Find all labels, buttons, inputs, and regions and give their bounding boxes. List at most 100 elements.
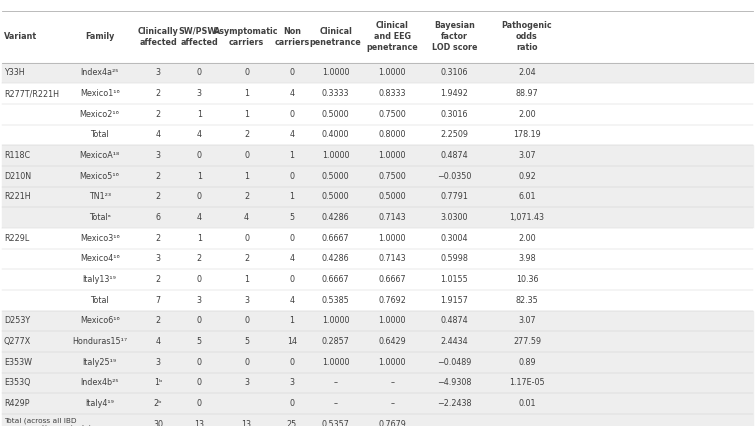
Text: 2.04: 2.04 bbox=[518, 69, 536, 78]
Text: 277.59: 277.59 bbox=[513, 337, 541, 346]
Text: 0: 0 bbox=[197, 399, 202, 408]
Text: Y33H: Y33H bbox=[4, 69, 24, 78]
Text: 4: 4 bbox=[289, 130, 294, 139]
Text: 0.5357: 0.5357 bbox=[322, 420, 350, 426]
Text: Totalᵃ: Totalᵃ bbox=[89, 213, 110, 222]
Bar bbox=[2, 166, 753, 187]
Text: –: – bbox=[334, 399, 337, 408]
Text: Italy4¹⁹: Italy4¹⁹ bbox=[85, 399, 114, 408]
Text: 1.0000: 1.0000 bbox=[378, 358, 406, 367]
Text: 0.2857: 0.2857 bbox=[322, 337, 350, 346]
Text: 3: 3 bbox=[156, 151, 161, 160]
Text: 2: 2 bbox=[156, 89, 161, 98]
Text: 2.00: 2.00 bbox=[518, 234, 536, 243]
Text: 2ᵇ: 2ᵇ bbox=[154, 399, 162, 408]
Text: 4: 4 bbox=[289, 89, 294, 98]
Text: 5: 5 bbox=[197, 337, 202, 346]
Text: 6.01: 6.01 bbox=[518, 193, 536, 201]
Bar bbox=[2, 372, 753, 393]
Text: 2: 2 bbox=[156, 275, 161, 284]
Text: 3: 3 bbox=[289, 378, 294, 387]
Text: 0: 0 bbox=[289, 172, 294, 181]
Text: 1: 1 bbox=[289, 151, 294, 160]
Text: 25: 25 bbox=[287, 420, 297, 426]
Bar bbox=[2, 187, 753, 207]
Text: –: – bbox=[390, 399, 394, 408]
Text: 2: 2 bbox=[244, 193, 249, 201]
Text: 2.4434: 2.4434 bbox=[441, 337, 468, 346]
Bar bbox=[2, 269, 753, 290]
Text: 0: 0 bbox=[289, 234, 294, 243]
Text: 0: 0 bbox=[244, 234, 249, 243]
Text: Total (across all IBD
cosegregating variants): Total (across all IBD cosegregating vari… bbox=[4, 417, 91, 426]
Text: 1: 1 bbox=[244, 89, 249, 98]
Text: 0.7143: 0.7143 bbox=[378, 254, 406, 263]
Text: R118C: R118C bbox=[4, 151, 30, 160]
Text: 1.0000: 1.0000 bbox=[322, 358, 350, 367]
Text: 0: 0 bbox=[289, 358, 294, 367]
Text: Q277X: Q277X bbox=[4, 337, 31, 346]
Text: 4: 4 bbox=[289, 254, 294, 263]
Text: 3.0300: 3.0300 bbox=[441, 213, 468, 222]
Text: 1.0000: 1.0000 bbox=[378, 69, 406, 78]
Text: 0: 0 bbox=[289, 399, 294, 408]
Text: 1: 1 bbox=[197, 172, 202, 181]
Text: 1: 1 bbox=[197, 234, 202, 243]
Bar bbox=[2, 290, 753, 311]
Bar bbox=[2, 83, 753, 104]
Text: Family: Family bbox=[85, 32, 114, 41]
Text: 3: 3 bbox=[244, 378, 249, 387]
Text: 0: 0 bbox=[244, 69, 249, 78]
Text: 4: 4 bbox=[197, 130, 202, 139]
Text: 178.19: 178.19 bbox=[513, 130, 541, 139]
Text: 0.92: 0.92 bbox=[518, 172, 536, 181]
Text: 2.00: 2.00 bbox=[518, 110, 536, 119]
Text: 82.35: 82.35 bbox=[516, 296, 538, 305]
Text: −0.0350: −0.0350 bbox=[437, 172, 472, 181]
Text: 0.6667: 0.6667 bbox=[322, 275, 350, 284]
Bar bbox=[2, 63, 753, 83]
Text: –: – bbox=[390, 378, 394, 387]
Text: 0.6429: 0.6429 bbox=[378, 337, 406, 346]
Text: 0.4874: 0.4874 bbox=[441, 317, 468, 325]
Text: 2: 2 bbox=[156, 193, 161, 201]
Text: 30: 30 bbox=[153, 420, 163, 426]
Text: −0.0489: −0.0489 bbox=[437, 358, 472, 367]
Text: D210N: D210N bbox=[4, 172, 31, 181]
Text: 13: 13 bbox=[194, 420, 205, 426]
Text: 1: 1 bbox=[244, 110, 249, 119]
Text: 3: 3 bbox=[244, 296, 249, 305]
Text: Index4a²⁵: Index4a²⁵ bbox=[81, 69, 119, 78]
Text: 0.8000: 0.8000 bbox=[378, 130, 406, 139]
Text: 0.4000: 0.4000 bbox=[322, 130, 350, 139]
Text: 10.36: 10.36 bbox=[516, 275, 538, 284]
Text: 0.7679: 0.7679 bbox=[378, 420, 406, 426]
Text: 4: 4 bbox=[244, 213, 249, 222]
Text: 0.89: 0.89 bbox=[518, 358, 536, 367]
Text: MexicoA¹⁸: MexicoA¹⁸ bbox=[79, 151, 120, 160]
Text: 4: 4 bbox=[156, 337, 161, 346]
Text: 5: 5 bbox=[289, 213, 294, 222]
Text: 0: 0 bbox=[197, 317, 202, 325]
Text: −4.9308: −4.9308 bbox=[437, 378, 472, 387]
Text: Mexico2¹⁶: Mexico2¹⁶ bbox=[80, 110, 119, 119]
Text: 1.0000: 1.0000 bbox=[322, 151, 350, 160]
Text: 0.5000: 0.5000 bbox=[322, 193, 350, 201]
Text: 0.6667: 0.6667 bbox=[322, 234, 350, 243]
Text: R277T/R221H: R277T/R221H bbox=[4, 89, 59, 98]
Text: Italy13¹⁹: Italy13¹⁹ bbox=[83, 275, 116, 284]
Text: 88.97: 88.97 bbox=[516, 89, 538, 98]
Text: 2: 2 bbox=[156, 317, 161, 325]
Bar bbox=[2, 11, 753, 63]
Bar bbox=[2, 414, 753, 426]
Text: 0.3333: 0.3333 bbox=[322, 89, 350, 98]
Bar bbox=[2, 393, 753, 414]
Text: 1: 1 bbox=[197, 110, 202, 119]
Text: 1.0000: 1.0000 bbox=[378, 234, 406, 243]
Text: 0: 0 bbox=[197, 378, 202, 387]
Text: Honduras15¹⁷: Honduras15¹⁷ bbox=[72, 337, 128, 346]
Text: R221H: R221H bbox=[4, 193, 30, 201]
Text: Mexico4¹⁶: Mexico4¹⁶ bbox=[80, 254, 119, 263]
Text: 0.5000: 0.5000 bbox=[322, 110, 350, 119]
Text: –: – bbox=[334, 378, 337, 387]
